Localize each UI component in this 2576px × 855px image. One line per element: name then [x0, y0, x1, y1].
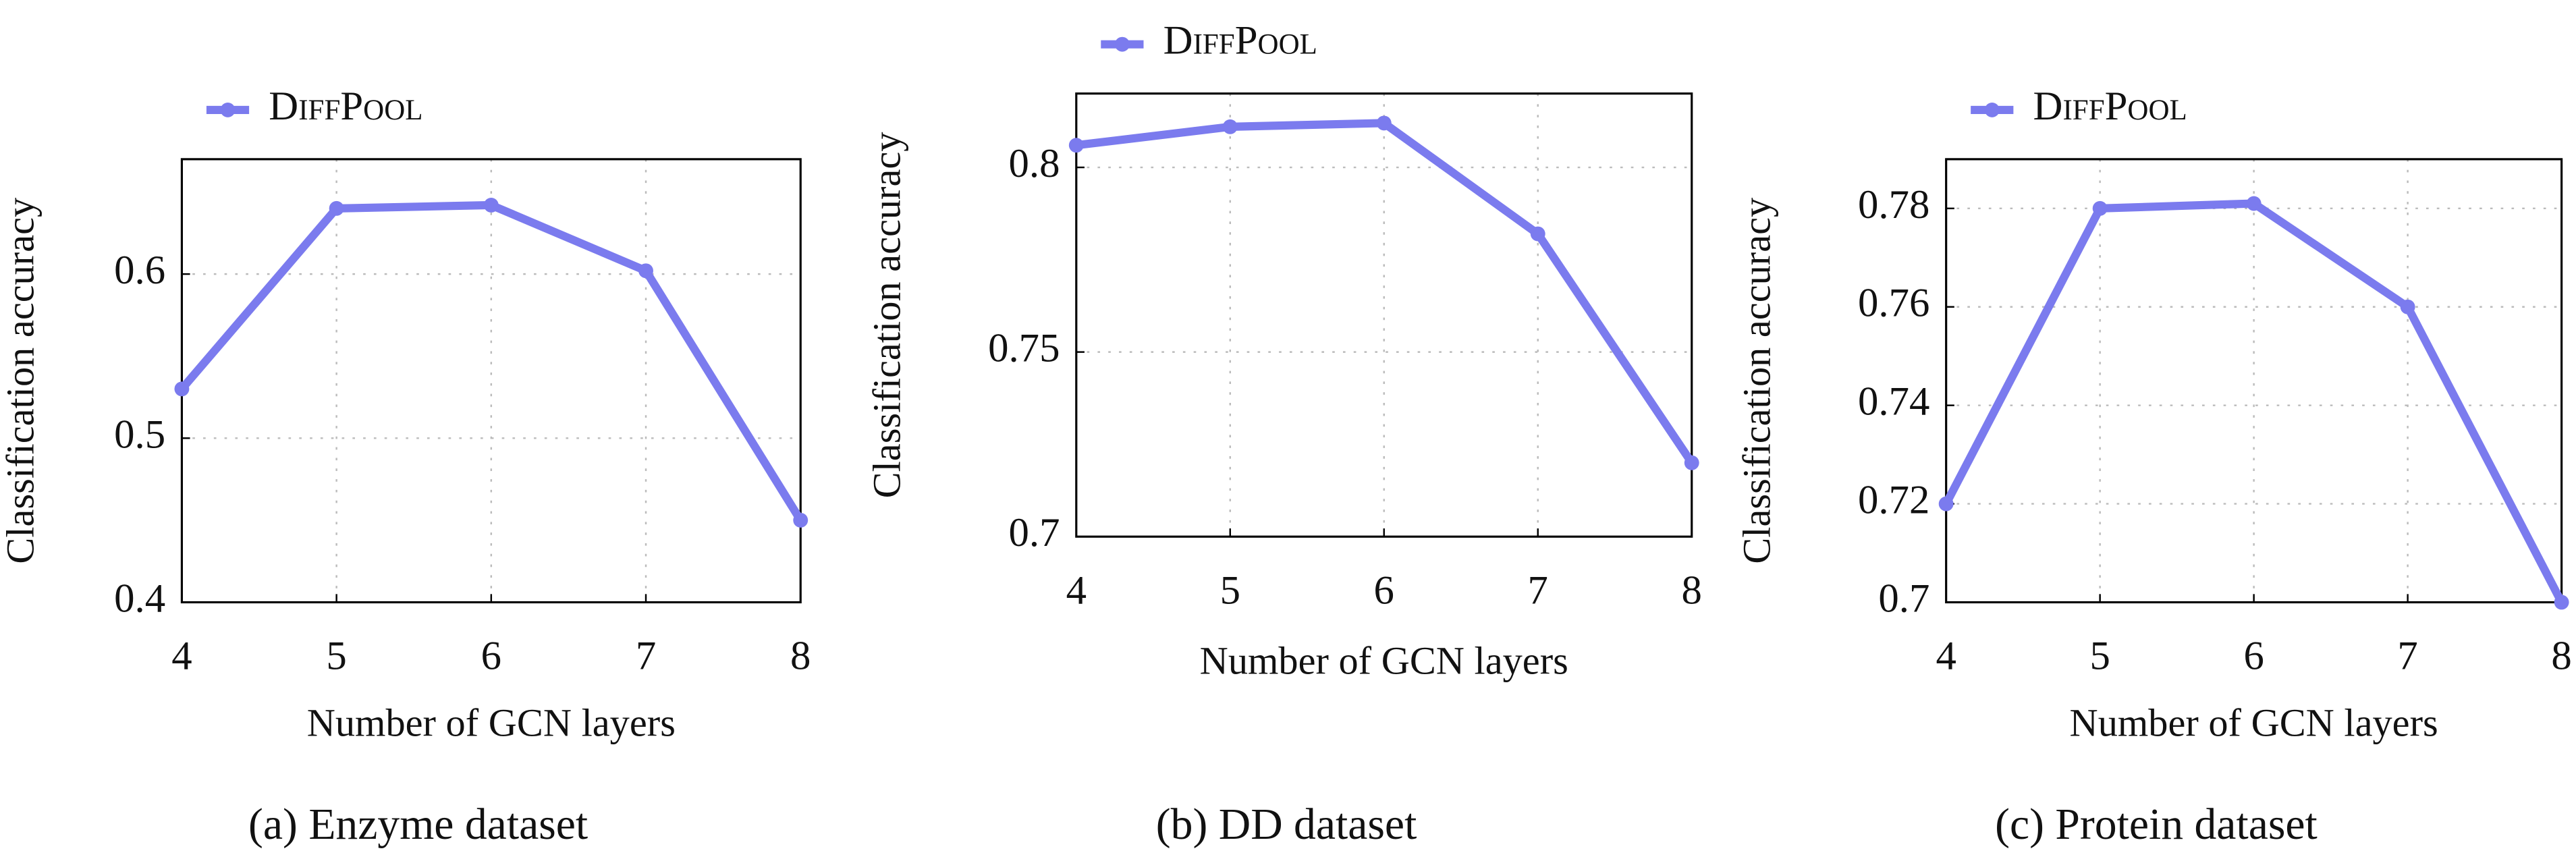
x-tick-label: 5: [2089, 634, 2110, 679]
data-point: [2092, 200, 2108, 216]
data-point: [1068, 138, 1084, 153]
plot-frame: [1075, 92, 1693, 538]
x-tick-label: 7: [636, 634, 656, 679]
x-tick-label: 5: [326, 634, 346, 679]
data-point: [1222, 119, 1238, 134]
x-tick-label: 6: [1374, 568, 1394, 613]
x-axis-label: Number of GCN layers: [1200, 638, 1568, 682]
legend-label: DiffPool: [1163, 18, 1317, 63]
y-tick-label: 0.7: [1878, 576, 1929, 621]
y-tick-label: 0.78: [1858, 182, 1929, 227]
legend-marker: [220, 102, 236, 117]
data-point: [483, 198, 499, 213]
x-tick-label: 6: [2243, 634, 2264, 679]
x-tick-label: 4: [1066, 568, 1087, 613]
data-line: [1076, 119, 1695, 466]
caption: (a) Enzyme dataset: [248, 800, 588, 849]
legend-label: DiffPool: [2033, 84, 2187, 129]
x-tick-label: 5: [1220, 568, 1240, 613]
x-axis-label: Number of GCN layers: [2070, 701, 2438, 745]
y-tick-label: 0.74: [1858, 379, 1929, 424]
y-tick-label: 0.5: [114, 412, 165, 457]
x-tick-label: 8: [1682, 568, 1702, 613]
x-tick-label: 8: [790, 634, 811, 679]
data-point: [1938, 496, 1954, 512]
y-axis-label: Classification accuracy: [1734, 198, 1778, 564]
x-axis-label: Number of GCN layers: [307, 701, 676, 745]
caption: (b) DD dataset: [1156, 800, 1417, 849]
data-point: [1684, 455, 1699, 470]
y-tick-label: 0.72: [1858, 478, 1929, 523]
y-tick-label: 0.6: [114, 248, 165, 293]
data-point: [1376, 115, 1392, 131]
panel: 0.7 0.72 0.74 0.76 0.78 4 5 6 7 8 Number of GCN la…: [1734, 84, 2572, 849]
x-tick-label: 4: [171, 634, 192, 679]
data-point: [2554, 595, 2569, 610]
panel: 0.4 0.5 0.6 4 5 6 7 8 Number of GCN layers Classi…: [0, 84, 811, 849]
x-tick-label: 7: [2397, 634, 2417, 679]
y-tick-label: 0.75: [988, 326, 1060, 371]
plot-frame: [180, 158, 802, 604]
x-tick-label: 6: [481, 634, 501, 679]
plot-frame: [1945, 158, 2563, 604]
x-tick-label: 8: [2551, 634, 2571, 679]
caption: (c) Protein dataset: [1995, 800, 2318, 849]
y-tick-label: 0.4: [114, 576, 165, 621]
legend-marker: [1114, 36, 1130, 52]
y-tick-label: 0.7: [1008, 510, 1060, 555]
data-point: [329, 200, 344, 216]
data-point: [1530, 226, 1545, 242]
data-point: [2246, 196, 2262, 211]
panel: 0.7 0.75 0.8 4 5 6 7 8 Number of GCN layers Class…: [865, 18, 1702, 850]
y-tick-label: 0.76: [1858, 281, 1929, 326]
y-axis-label: Classification accuracy: [0, 198, 42, 564]
x-tick-label: 7: [1528, 568, 1548, 613]
data-point: [638, 263, 653, 279]
legend-label: DiffPool: [269, 84, 422, 129]
data-point: [174, 381, 190, 397]
y-tick-label: 0.8: [1008, 141, 1060, 186]
x-tick-label: 4: [1936, 634, 1956, 679]
data-line: [1942, 199, 2566, 605]
legend-marker: [1984, 102, 2000, 117]
data-point: [793, 512, 809, 528]
y-axis-label: Classification accuracy: [865, 132, 908, 499]
data-point: [2400, 299, 2415, 314]
